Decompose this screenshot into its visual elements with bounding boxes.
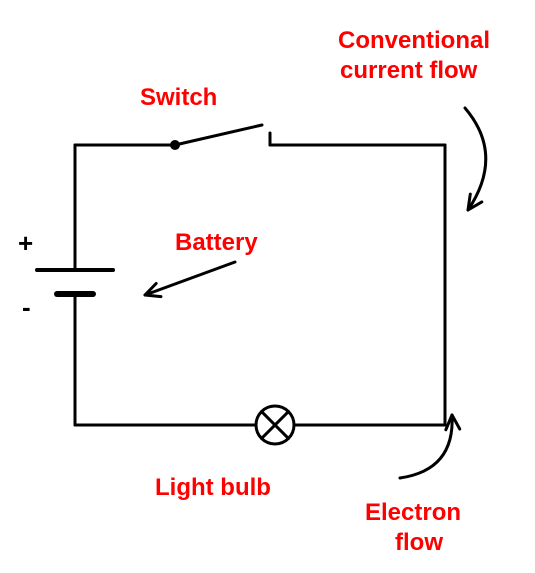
label-electron-1: Electron bbox=[365, 499, 461, 526]
circuit-diagram: Switch Battery Light bulb Conventional curre… bbox=[0, 0, 535, 573]
battery-pointer bbox=[145, 262, 235, 295]
label-plus: + bbox=[18, 228, 33, 258]
label-conventional-2: current flow bbox=[340, 57, 478, 84]
label-switch: Switch bbox=[140, 84, 217, 111]
label-light-bulb: Light bulb bbox=[155, 474, 271, 501]
label-battery: Battery bbox=[175, 229, 258, 256]
switch-arm bbox=[175, 125, 262, 145]
label-electron-2: flow bbox=[395, 529, 443, 556]
label-conventional-1: Conventional bbox=[338, 27, 490, 54]
label-minus: - bbox=[22, 292, 31, 322]
conventional-flow-arrow bbox=[465, 108, 486, 210]
